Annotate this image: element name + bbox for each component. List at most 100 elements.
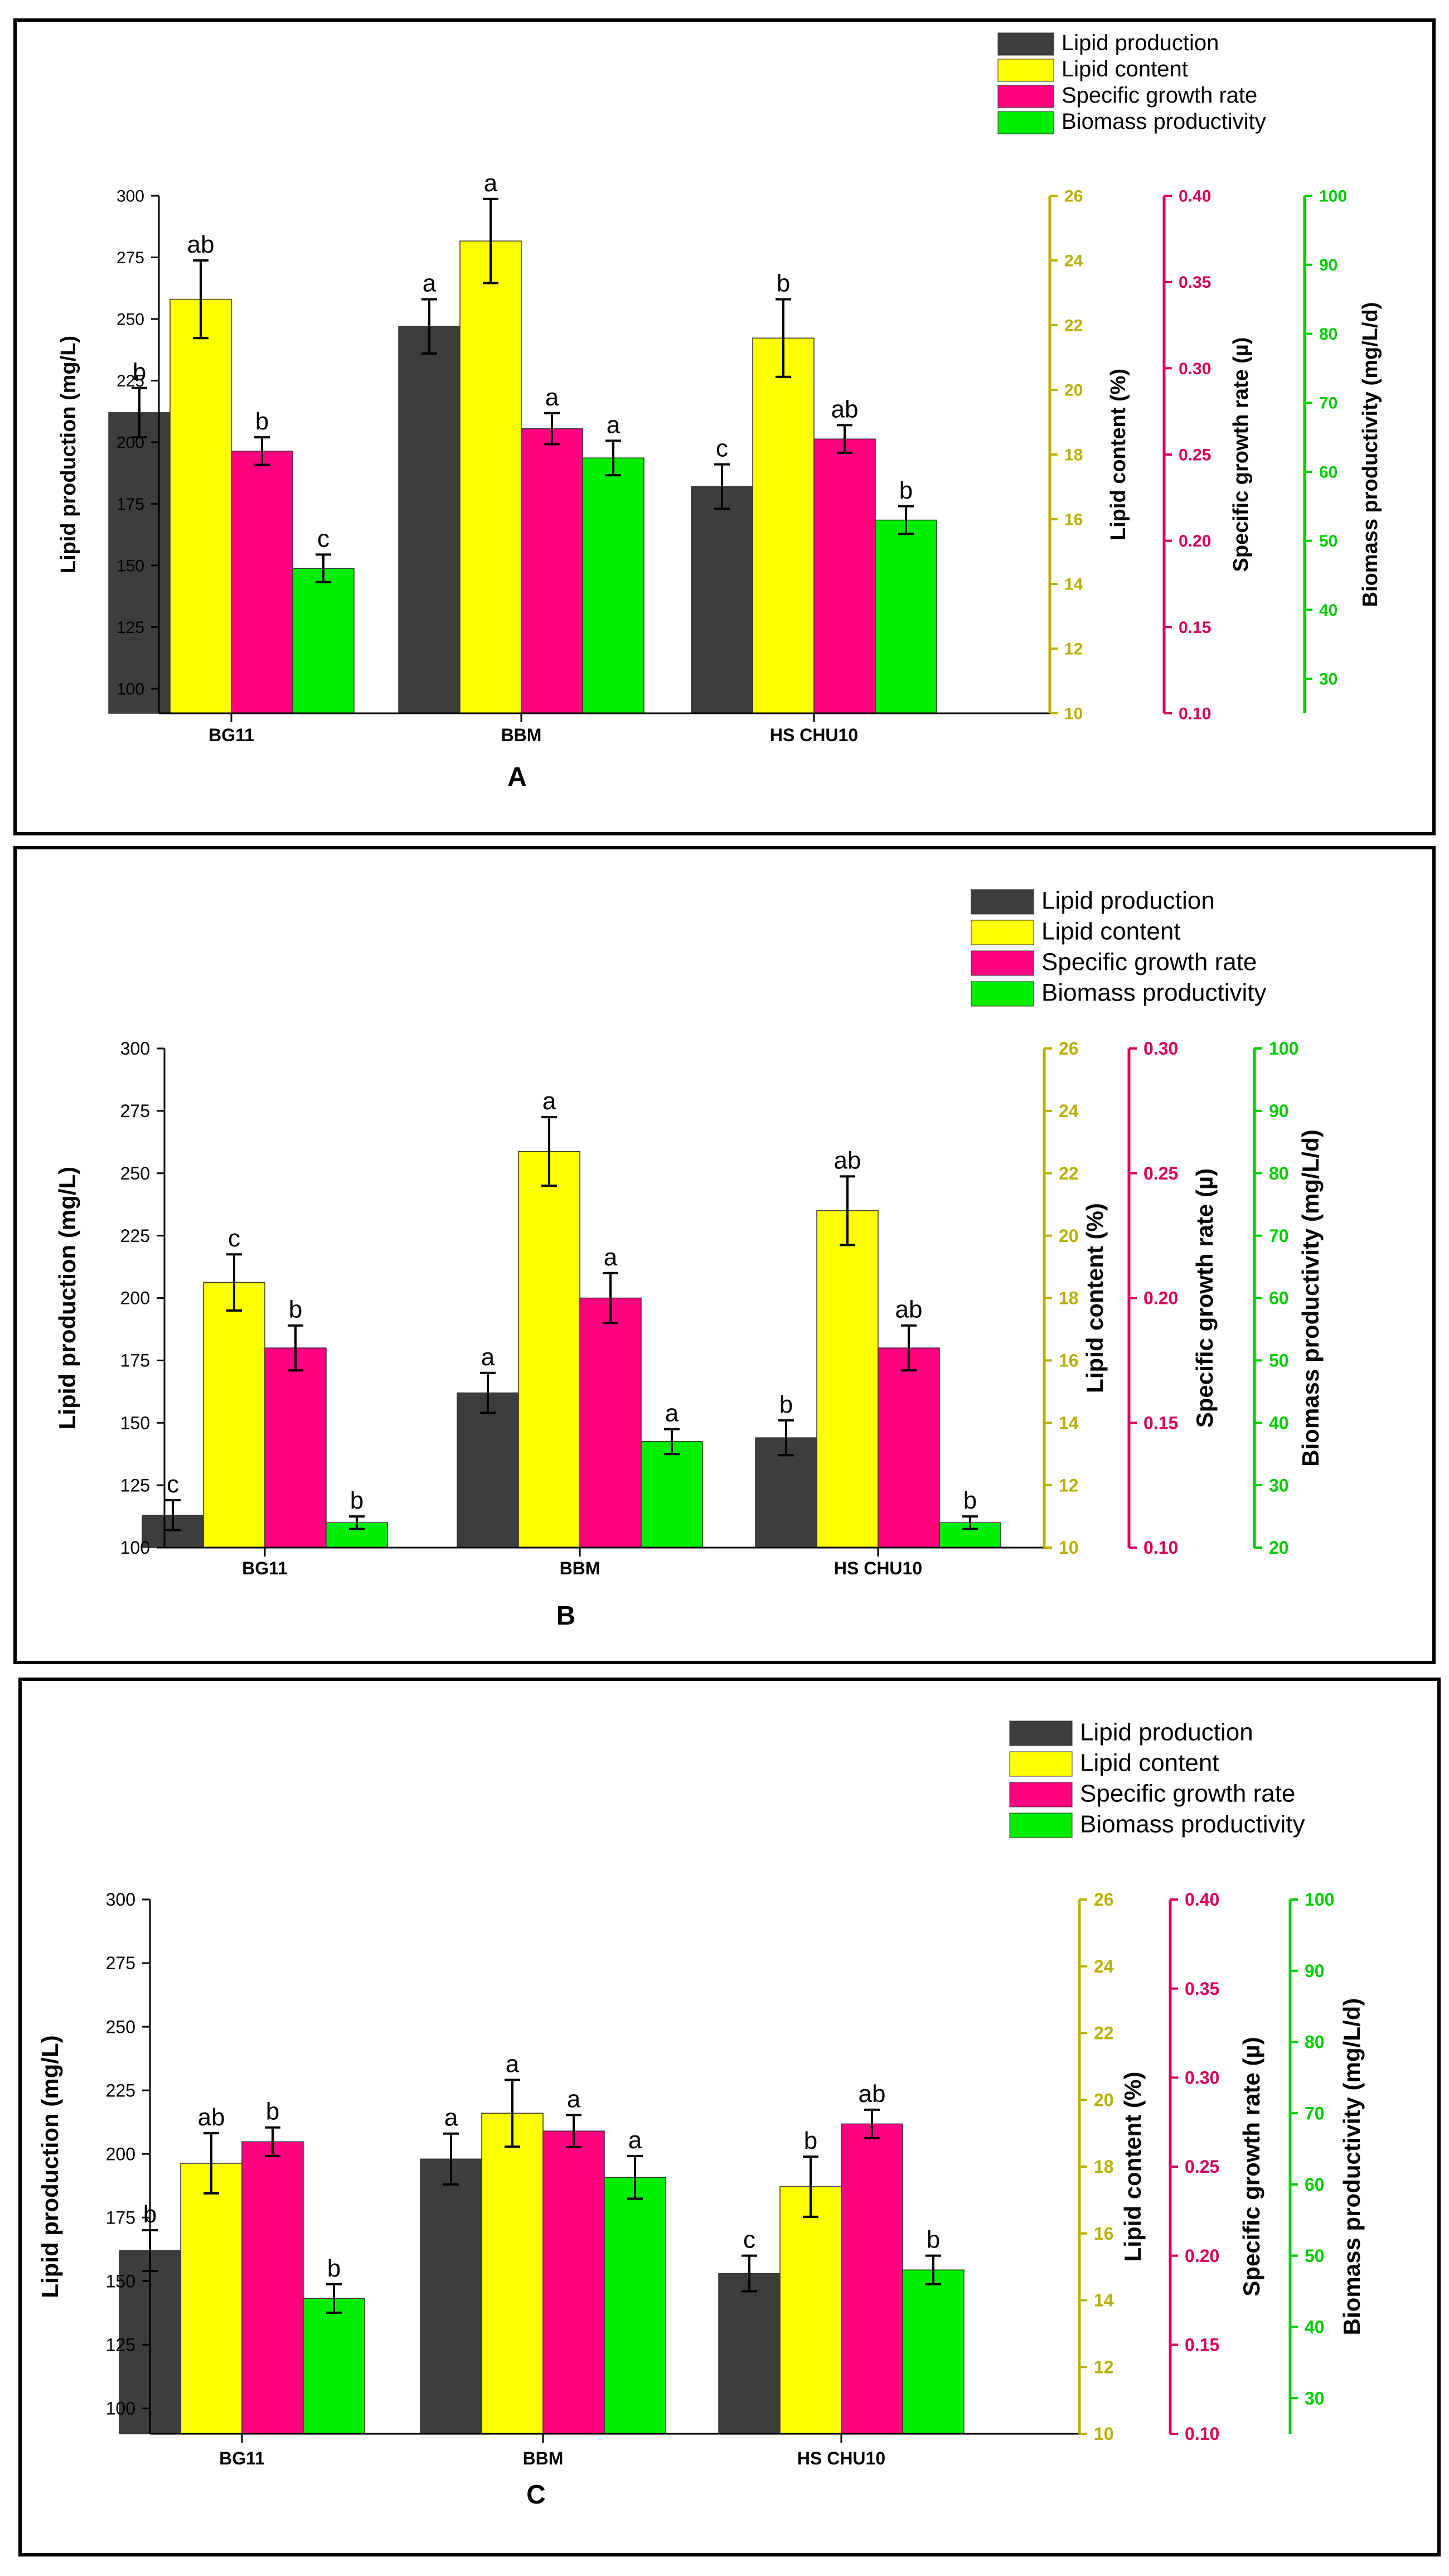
category-label: HS CHU10 xyxy=(834,1558,922,1578)
y-tick-label: 24 xyxy=(1064,252,1083,270)
chart-b-svg: Lipid production Lipid content Specific gr… xyxy=(54,887,1324,1631)
y-tick-label: 225 xyxy=(117,372,144,390)
y-tick-label: 80 xyxy=(1269,1163,1289,1183)
bar xyxy=(180,2163,243,2434)
y-tick-label: 0.35 xyxy=(1185,1979,1219,1999)
y-tick-label: 100 xyxy=(106,2399,135,2419)
y-tick-label: 20 xyxy=(1064,381,1083,400)
panel-label: B xyxy=(556,1601,576,1631)
y-tick-label: 10 xyxy=(1059,1538,1079,1558)
y-tick-label: 12 xyxy=(1064,640,1083,659)
y-tick-label: 0.35 xyxy=(1179,273,1211,292)
significance-letter: ab xyxy=(187,231,215,258)
significance-letter: c xyxy=(167,1471,179,1498)
bar xyxy=(303,2298,365,2434)
y-tick-label: 0.20 xyxy=(1143,1288,1178,1308)
legend-swatch xyxy=(971,981,1034,1007)
y-axis-label: Lipid content (%) xyxy=(1107,369,1130,540)
significance-letter: a xyxy=(567,2085,581,2113)
significance-letter: a xyxy=(481,1343,495,1371)
significance-letter: b xyxy=(255,408,269,435)
category-label: BBM xyxy=(523,2448,564,2468)
bar xyxy=(841,2123,903,2434)
chart-c-svg: Lipid production Lipid content Specific gr… xyxy=(37,1718,1365,2510)
y-tick-label: 80 xyxy=(1305,2032,1325,2052)
bar xyxy=(241,2141,304,2434)
y-tick-label: 20 xyxy=(1094,2090,1114,2110)
significance-letter: b xyxy=(777,270,790,297)
y-tick-label: 60 xyxy=(1269,1288,1289,1308)
bar xyxy=(231,451,293,714)
y-tick-label: 0.30 xyxy=(1179,360,1211,378)
category-label: BBM xyxy=(501,725,542,745)
legend-swatch xyxy=(997,111,1054,134)
significance-letter: b xyxy=(804,2127,817,2154)
y-tick-label: 100 xyxy=(1269,1038,1298,1059)
legend-label: Specific growth rate xyxy=(1062,83,1257,108)
significance-letter: b xyxy=(289,1296,302,1323)
significance-letter: ab xyxy=(198,2104,225,2131)
y-tick-label: 250 xyxy=(120,1163,150,1183)
bar xyxy=(582,457,644,714)
y-tick-label: 40 xyxy=(1269,1413,1289,1433)
y-tick-label: 150 xyxy=(120,1413,150,1433)
y-tick-label: 250 xyxy=(117,310,144,328)
bar xyxy=(878,1347,940,1548)
legend-swatch xyxy=(997,85,1054,108)
y-tick-label: 0.30 xyxy=(1185,2068,1219,2088)
legend-swatch xyxy=(971,889,1034,915)
significance-letter: b xyxy=(327,2255,341,2282)
significance-letter: c xyxy=(317,525,329,552)
y-tick-label: 275 xyxy=(106,1953,135,1973)
bar xyxy=(142,1515,204,1548)
bar xyxy=(816,1210,879,1548)
y-tick-label: 90 xyxy=(1269,1101,1289,1121)
y-tick-label: 24 xyxy=(1059,1101,1079,1121)
bar xyxy=(420,2158,482,2434)
bar xyxy=(691,486,753,714)
y-tick-label: 70 xyxy=(1269,1226,1289,1246)
y-tick-label: 0.30 xyxy=(1143,1038,1178,1059)
chart-panel-b: Lipid production Lipid content Specific gr… xyxy=(13,846,1436,1664)
y-axis-label: Specific growth rate (µ) xyxy=(1229,337,1253,572)
legend-label: Lipid content xyxy=(1062,57,1188,81)
legend-swatch xyxy=(1009,1751,1073,1777)
bar xyxy=(521,428,583,714)
y-tick-label: 300 xyxy=(106,1889,135,1910)
y-tick-label: 0.15 xyxy=(1179,618,1211,637)
bar xyxy=(875,519,937,714)
bar xyxy=(641,1441,703,1548)
legend-label: Biomass productivity xyxy=(1080,1810,1305,1838)
y-tick-label: 175 xyxy=(106,2207,135,2227)
y-tick-label: 225 xyxy=(120,1226,150,1246)
bar xyxy=(457,1392,519,1548)
y-tick-label: 70 xyxy=(1319,394,1337,413)
y-tick-label: 0.10 xyxy=(1179,705,1211,723)
y-tick-label: 0.25 xyxy=(1185,2157,1219,2177)
y-tick-label: 250 xyxy=(106,2017,135,2037)
y-axis-label: Specific growth rate (µ) xyxy=(1191,1168,1218,1428)
significance-letter: a xyxy=(506,2050,520,2077)
y-tick-label: 200 xyxy=(117,433,144,452)
significance-letter: b xyxy=(899,477,913,504)
chart-panel-c: Lipid production Lipid content Specific gr… xyxy=(18,1678,1441,2556)
y-tick-label: 275 xyxy=(117,249,144,267)
y-tick-label: 225 xyxy=(106,2080,135,2100)
y-axis-label: Specific growth rate (µ) xyxy=(1238,2037,1264,2296)
legend-label: Lipid content xyxy=(1080,1749,1219,1776)
y-tick-label: 50 xyxy=(1305,2246,1325,2266)
legend-label: Lipid production xyxy=(1080,1718,1253,1746)
y-axis-label: Lipid production (mg/L) xyxy=(37,2035,63,2298)
y-tick-label: 26 xyxy=(1064,187,1083,206)
legend-swatch xyxy=(971,950,1034,976)
significance-letter: a xyxy=(604,1244,618,1271)
significance-letter: a xyxy=(542,1088,556,1115)
legend-label: Lipid content xyxy=(1041,917,1181,945)
bar xyxy=(542,2130,605,2434)
bar xyxy=(579,1297,642,1548)
y-axis-label: Biomass productivity (mg/L/d) xyxy=(1339,1998,1365,2335)
y-tick-label: 0.40 xyxy=(1179,187,1211,206)
y-tick-label: 200 xyxy=(106,2144,135,2164)
y-tick-label: 0.10 xyxy=(1143,1538,1178,1558)
y-tick-label: 40 xyxy=(1305,2317,1325,2337)
